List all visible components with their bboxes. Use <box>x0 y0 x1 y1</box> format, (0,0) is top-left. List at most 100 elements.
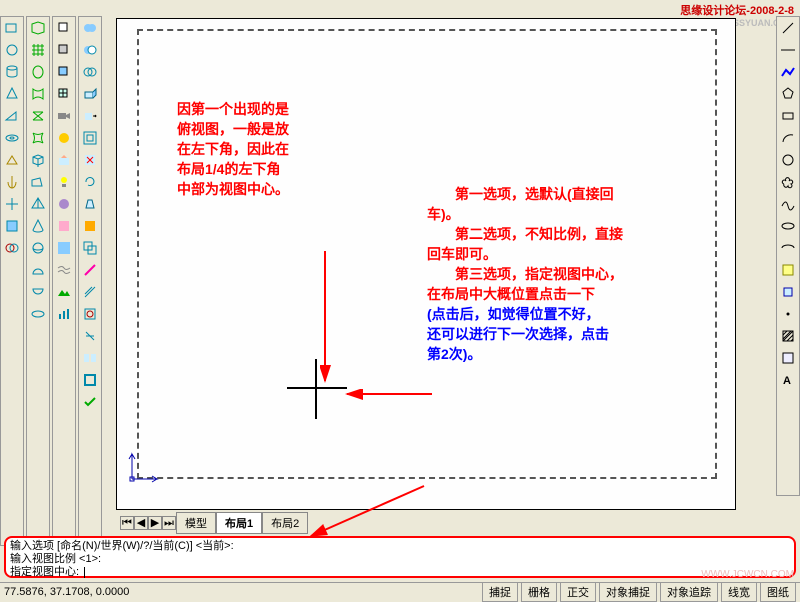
dish-icon[interactable] <box>27 281 49 303</box>
status-bar: 77.5876, 37.1708, 0.0000 捕捉 栅格 正交 对象捕捉 对… <box>0 582 800 600</box>
hatch-icon[interactable] <box>777 325 799 347</box>
status-paper[interactable]: 图纸 <box>760 582 796 602</box>
torus-icon[interactable] <box>1 127 23 149</box>
hide-icon[interactable] <box>53 17 75 39</box>
circle-icon[interactable] <box>777 149 799 171</box>
block-icon[interactable] <box>777 281 799 303</box>
shade-gouraud-icon[interactable] <box>53 61 75 83</box>
cone-surf-icon[interactable] <box>27 215 49 237</box>
extrude-icon[interactable] <box>1 149 23 171</box>
annotation-right: 第一选项，选默认(直接回 车)。 第二选项，不知比例，直接 回车即可。 第三选项… <box>427 184 657 364</box>
bottom-watermark: WWW.JCWCN.COM <box>701 569 794 580</box>
light-icon[interactable] <box>53 171 75 193</box>
tab-next[interactable]: ▶ <box>148 516 162 530</box>
insert-icon[interactable] <box>777 259 799 281</box>
tab-layout1[interactable]: 布局1 <box>216 512 262 534</box>
ucs-icon <box>127 449 162 484</box>
arrow-1 <box>320 251 360 401</box>
face-taper-icon[interactable] <box>79 193 101 215</box>
left-toolbars <box>0 16 112 546</box>
rule-surf-icon[interactable] <box>27 105 49 127</box>
ellipse-arc-icon[interactable] <box>777 237 799 259</box>
box-surf-icon[interactable] <box>27 149 49 171</box>
interfere-icon[interactable] <box>1 237 23 259</box>
separate-icon[interactable] <box>79 347 101 369</box>
face-copy-icon[interactable] <box>79 237 101 259</box>
face-rotate-icon[interactable] <box>79 171 101 193</box>
status-ortho[interactable]: 正交 <box>560 582 596 602</box>
slice-icon[interactable] <box>1 193 23 215</box>
edge-color-icon[interactable] <box>79 259 101 281</box>
tab-last[interactable]: ⏭ <box>162 516 176 530</box>
status-osnap[interactable]: 对象捕捉 <box>599 582 657 602</box>
subtract-icon[interactable] <box>79 39 101 61</box>
tab-first[interactable]: ⏮ <box>120 516 134 530</box>
mtext-icon[interactable]: A <box>777 369 799 391</box>
scene-icon[interactable] <box>53 149 75 171</box>
region-icon[interactable] <box>777 347 799 369</box>
face-color-icon[interactable] <box>79 215 101 237</box>
imprint-icon[interactable] <box>79 303 101 325</box>
tab-model[interactable]: 模型 <box>176 512 216 534</box>
fog-icon[interactable] <box>53 259 75 281</box>
cylinder-icon[interactable] <box>1 61 23 83</box>
section-icon[interactable] <box>1 215 23 237</box>
torus-surf-icon[interactable] <box>27 303 49 325</box>
edge-surf-icon[interactable] <box>27 127 49 149</box>
point-icon[interactable] <box>777 303 799 325</box>
revolve-icon[interactable] <box>1 171 23 193</box>
shade-flat-edge-icon[interactable] <box>53 83 75 105</box>
shell-icon[interactable] <box>79 369 101 391</box>
landscape-icon[interactable] <box>53 281 75 303</box>
xline-icon[interactable] <box>777 39 799 61</box>
spline-icon[interactable] <box>777 193 799 215</box>
tab-prev[interactable]: ◀ <box>134 516 148 530</box>
status-grid[interactable]: 栅格 <box>521 582 557 602</box>
wedge-icon[interactable] <box>1 105 23 127</box>
shade-flat-icon[interactable] <box>53 39 75 61</box>
status-lwt[interactable]: 线宽 <box>721 582 757 602</box>
stats-icon[interactable] <box>53 303 75 325</box>
status-otrack[interactable]: 对象追踪 <box>660 582 718 602</box>
render-icon[interactable] <box>53 127 75 149</box>
bg-icon[interactable] <box>53 237 75 259</box>
face-extrude-icon[interactable] <box>79 83 101 105</box>
drawing-canvas[interactable]: 因第一个出现的是 俯视图，一般是放 在左下角，因此在 布局1/4的左下角 中部为… <box>116 18 736 510</box>
svg-text:A: A <box>783 375 791 387</box>
command-line[interactable]: 输入选项 [命名(N)/世界(W)/?/当前(C)] <当前>: 输入视图比例 … <box>4 536 796 578</box>
wedge-surf-icon[interactable] <box>27 171 49 193</box>
clean-icon[interactable] <box>79 325 101 347</box>
layout-tabs: ⏮ ◀ ▶ ⏭ 模型 布局1 布局2 <box>120 514 308 532</box>
union-icon[interactable] <box>79 17 101 39</box>
pyramid-icon[interactable] <box>27 193 49 215</box>
sphere-icon[interactable] <box>1 39 23 61</box>
sphere-surf-icon[interactable] <box>27 237 49 259</box>
face-offset-icon[interactable] <box>79 127 101 149</box>
tab-layout2[interactable]: 布局2 <box>262 512 308 534</box>
revcloud-icon[interactable] <box>777 171 799 193</box>
cone-icon[interactable] <box>1 83 23 105</box>
tab-surf-icon[interactable] <box>27 83 49 105</box>
check-icon[interactable] <box>79 391 101 413</box>
right-toolbar: A <box>776 16 800 496</box>
pline-icon[interactable] <box>777 61 799 83</box>
intersect-icon[interactable] <box>79 61 101 83</box>
arc-icon[interactable] <box>777 127 799 149</box>
mapping-icon[interactable] <box>53 215 75 237</box>
ellipse-icon[interactable] <box>777 215 799 237</box>
arrow-3 <box>306 484 426 540</box>
dome-icon[interactable] <box>27 259 49 281</box>
3d-face-icon[interactable] <box>27 17 49 39</box>
polygon-icon[interactable] <box>777 83 799 105</box>
face-move-icon[interactable] <box>79 105 101 127</box>
rect-icon[interactable] <box>777 105 799 127</box>
status-snap[interactable]: 捕捉 <box>482 582 518 602</box>
face-delete-icon[interactable] <box>79 149 101 171</box>
camera-icon[interactable] <box>53 105 75 127</box>
edge-copy-icon[interactable] <box>79 281 101 303</box>
3d-mesh-icon[interactable] <box>27 39 49 61</box>
material-icon[interactable] <box>53 193 75 215</box>
box-icon[interactable] <box>1 17 23 39</box>
line-icon[interactable] <box>777 17 799 39</box>
rev-surf-icon[interactable] <box>27 61 49 83</box>
